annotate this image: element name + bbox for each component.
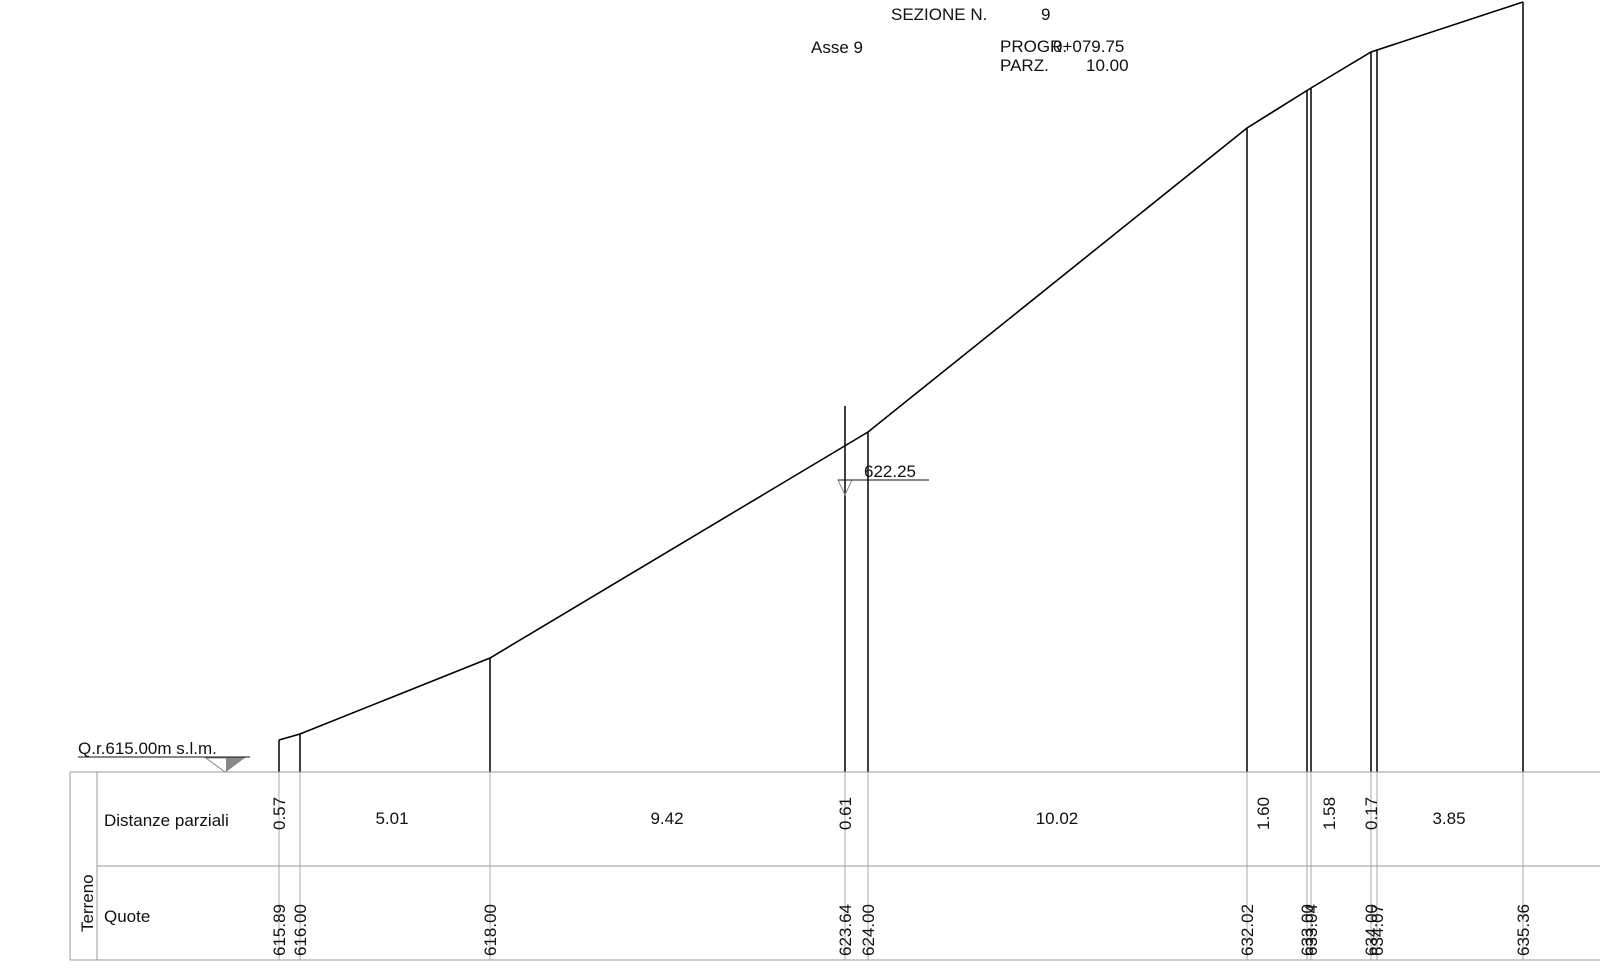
partial-distance-label: 5.01 [375,809,408,828]
distance-labels: 0.57 5.01 9.42 0.61 10.02 1.60 1.58 0.17 3.85 [270,797,1466,830]
section-number: 9 [1041,5,1050,24]
partial-distance-label: 1.60 [1254,797,1273,830]
reference-level-label: Q.r.615.00m s.l.m. [78,739,217,758]
terrain-profile-line [278,1,1524,741]
progr-value: 0+079.75 [1053,37,1124,56]
elevation-label: 635.36 [1514,904,1533,956]
partial-distance-label: 3.85 [1432,809,1465,828]
parz-label: PARZ. [1000,56,1049,75]
row-label-distances: Distanze parziali [104,811,229,830]
partial-distance-label: 0.61 [836,797,855,830]
elevation-label: 634.00 [1362,904,1381,956]
elevation-labels: 615.89 616.00 618.00 623.64 624.00 632.02 633.… [270,904,1533,956]
elevation-label: 632.02 [1238,904,1257,956]
elevation-label: 616.00 [291,904,310,956]
elevation-label: 633.00 [1298,904,1317,956]
partial-distance-label: 9.42 [650,809,683,828]
axis-label: Asse 9 [811,38,863,57]
elevation-label: 623.64 [836,904,855,956]
elevation-label: 615.89 [270,904,289,956]
water-level-label: 622.25 [864,462,916,481]
elevation-label: 633.04 [1302,904,1321,956]
elevation-label: 624.00 [859,904,878,956]
reference-level-marker-fill [226,758,244,772]
partial-distance-label: 10.02 [1036,809,1079,828]
data-table: Terreno Distanze parziali Quote [69,771,1600,961]
progr-label: PROGR. [1000,37,1067,56]
elevation-label: 618.00 [481,904,500,956]
parz-value: 10.00 [1086,56,1129,75]
elevation-label: 634.07 [1368,904,1387,956]
section-title-label: SEZIONE N. [891,5,987,24]
partial-distance-label: 0.17 [1362,797,1381,830]
table-group-label: Terreno [78,874,97,932]
partial-distance-label: 0.57 [270,797,289,830]
row-label-elevations: Quote [104,907,150,926]
partial-distance-label: 1.58 [1320,797,1339,830]
